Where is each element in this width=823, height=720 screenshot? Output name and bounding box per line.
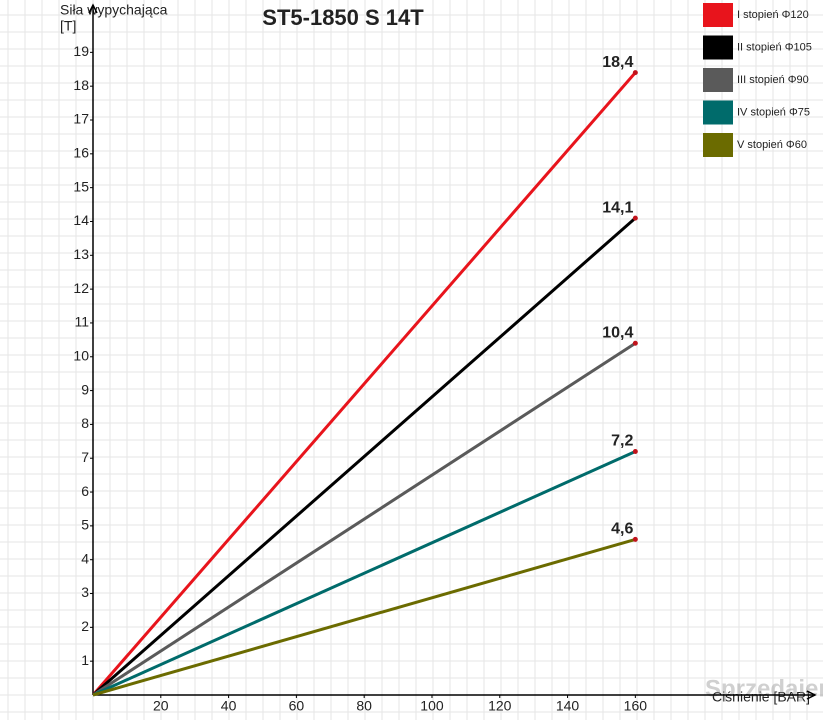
x-tick-label: 40 bbox=[221, 698, 237, 714]
watermark: Sprzedajemy.pl bbox=[705, 675, 823, 702]
y-tick-label: 18 bbox=[73, 77, 89, 93]
y-tick-label: 16 bbox=[73, 145, 89, 161]
y-tick-label: 10 bbox=[73, 347, 89, 363]
data-label: 14,1 bbox=[602, 199, 633, 216]
series-line bbox=[92, 450, 636, 697]
data-label: 7,2 bbox=[611, 433, 633, 450]
series-line bbox=[92, 216, 637, 697]
series-line bbox=[92, 341, 637, 697]
data-label: 18,4 bbox=[602, 54, 633, 71]
legend-label: V stopień Φ60 bbox=[737, 139, 807, 151]
y-axis-label: Siła wypychająca bbox=[60, 2, 168, 18]
point bbox=[632, 215, 638, 221]
x-tick-label: 80 bbox=[356, 698, 372, 714]
y-tick-label: 17 bbox=[73, 111, 89, 127]
y-tick-label: 14 bbox=[73, 212, 89, 228]
legend-label: II stopień Φ105 bbox=[737, 41, 812, 53]
y-tick-label: 11 bbox=[74, 314, 89, 330]
y-tick-label: 1 bbox=[81, 652, 89, 668]
legend-label: III stopień Φ90 bbox=[737, 74, 809, 86]
legend-label: IV stopień Φ75 bbox=[737, 106, 810, 118]
y-tick-label: 4 bbox=[81, 550, 89, 566]
y-tick-label: 15 bbox=[73, 178, 89, 194]
y-tick-label: 6 bbox=[81, 483, 89, 499]
y-tick-label: 8 bbox=[81, 415, 89, 431]
y-axis-arrow bbox=[88, 3, 98, 14]
point bbox=[632, 448, 638, 454]
legend-swatch bbox=[703, 68, 733, 92]
series-line bbox=[92, 537, 636, 697]
legend-swatch bbox=[703, 35, 733, 60]
legend-swatch bbox=[703, 133, 733, 157]
x-tick-label: 160 bbox=[624, 698, 648, 714]
y-tick-label: 7 bbox=[81, 449, 89, 465]
x-axis-arrow bbox=[806, 690, 817, 700]
y-tick-label: 2 bbox=[81, 618, 89, 634]
x-tick-label: 120 bbox=[488, 698, 512, 714]
x-tick-label: 20 bbox=[153, 698, 169, 714]
y-tick-label: 9 bbox=[81, 381, 89, 397]
y-axis-label: [T] bbox=[60, 18, 76, 34]
y-tick-label: 12 bbox=[73, 280, 89, 296]
data-label: 10,4 bbox=[602, 324, 633, 341]
legend-swatch bbox=[703, 100, 733, 125]
y-tick-label: 5 bbox=[81, 517, 89, 533]
x-axis-label: Ciśnienie [BAR] bbox=[712, 689, 810, 705]
x-tick-label: 60 bbox=[289, 698, 305, 714]
point bbox=[632, 70, 638, 76]
y-tick-label: 19 bbox=[73, 43, 89, 59]
point bbox=[632, 340, 638, 346]
y-tick-label: 3 bbox=[81, 584, 89, 600]
series-line bbox=[91, 71, 637, 696]
legend-swatch bbox=[703, 3, 733, 27]
legend-label: I stopień Φ120 bbox=[737, 9, 809, 21]
x-tick-label: 100 bbox=[420, 698, 444, 714]
point bbox=[632, 536, 638, 542]
y-tick-label: 13 bbox=[73, 246, 89, 262]
chart-title: ST5-1850 S 14T bbox=[262, 5, 424, 30]
x-tick-label: 140 bbox=[556, 698, 580, 714]
data-label: 4,6 bbox=[611, 521, 633, 538]
